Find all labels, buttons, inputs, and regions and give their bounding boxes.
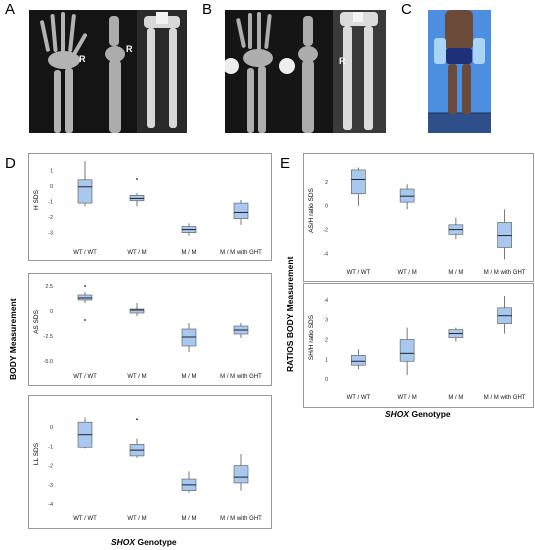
outlier-point <box>84 319 86 321</box>
d-x-axis-title-gene: SHOX <box>111 537 136 547</box>
e-x-axis-title-gene: SHOX <box>385 409 410 419</box>
y-tick-label: 1 <box>325 357 328 363</box>
y-tick-label: 3 <box>325 318 328 324</box>
plot-ll-sds: LL SDS 0 -1 -2 -3 -4 WT / WT WT / M M / M M / M w… <box>28 395 272 529</box>
y-tick-label: 4 <box>325 298 328 304</box>
x-category-label: WT / WT <box>73 374 97 380</box>
e-y-axis-title: RATIOS BODY Measurement <box>285 256 295 372</box>
y-tick-label: 0 <box>50 425 53 431</box>
x-category-label: WT / WT <box>347 270 371 276</box>
box-iqr <box>351 169 366 195</box>
y-tick-label: 2 <box>325 180 328 186</box>
x-category-label: M / M <box>182 374 197 380</box>
x-category-label: M / M with GHT <box>484 270 526 276</box>
outlier-point <box>84 285 86 287</box>
chart-ll-sds: LL SDS 0 -1 -2 -3 -4 WT / WT WT / M M / M M / M w… <box>33 417 262 522</box>
y-axis-label: AS SDS <box>33 309 40 334</box>
x-category-label: M / M <box>182 516 197 522</box>
y-tick-label: 0 <box>325 204 328 210</box>
x-category-label: M / M with GHT <box>220 250 262 256</box>
y-tick-label: 1 <box>50 168 53 174</box>
patient-photo <box>428 10 491 133</box>
y-axis-label: LL SDS <box>33 442 40 465</box>
y-tick-label: -1 <box>48 444 53 450</box>
panel-label-c: C <box>401 1 412 18</box>
box-iqr <box>233 202 249 219</box>
panel-label-b: B <box>202 1 213 18</box>
d-y-axis-title: BODY Measurement <box>8 298 18 380</box>
y-tick-label: 2.5 <box>45 284 53 290</box>
d-x-axis-title-rest: Genotype <box>135 537 177 547</box>
y-tick-label: -5.0 <box>44 359 53 365</box>
x-category-label: WT / M <box>127 516 146 522</box>
box-iqr <box>77 179 93 204</box>
plot-h-sds: H SDS 1 0 -1 -2 -3 WT / WT WT / M M / M M / M wit… <box>28 153 272 261</box>
y-tick-label: -2 <box>323 228 328 234</box>
y-tick-label: -3 <box>48 483 53 489</box>
plot-shh-ratio: SH/H ratio SDS 0 1 2 3 4 WT / WT WT / M M / M M /… <box>303 283 534 408</box>
box-iqr <box>399 339 415 362</box>
box-iqr <box>233 465 249 484</box>
box-iqr <box>129 308 145 314</box>
x-category-label: M / M <box>182 250 197 256</box>
x-category-label: WT / WT <box>347 395 371 401</box>
xray-marker-r: R <box>339 56 346 66</box>
xray-panel-a: R R <box>29 10 187 133</box>
box-iqr <box>351 355 366 366</box>
y-tick-label: 2 <box>325 337 328 343</box>
chart-ash-ratio: AS/H ratio SDS 2 0 -2 -4 WT / WT WT / M M / M M … <box>308 167 526 276</box>
panel-label-a: A <box>5 1 16 18</box>
y-tick-label: 0 <box>50 184 53 190</box>
panel-label-d: D <box>5 155 16 172</box>
e-x-axis-title: SHOX Genotype <box>385 409 451 419</box>
xray-a-image <box>29 10 187 133</box>
x-category-label: M / M with GHT <box>220 516 262 522</box>
x-category-label: WT / WT <box>73 516 97 522</box>
box-iqr <box>497 222 512 248</box>
x-category-label: WT / M <box>398 270 417 276</box>
y-tick-label: -4 <box>323 251 328 257</box>
y-tick-label: 0 <box>325 377 328 383</box>
y-tick-label: -1 <box>48 200 53 206</box>
xray-marker-r: R <box>126 44 133 54</box>
chart-h-sds: H SDS 1 0 -1 -2 -3 WT / WT WT / M M / M M / M wit… <box>33 161 262 256</box>
plot-ash-ratio: AS/H ratio SDS 2 0 -2 -4 WT / WT WT / M M / M M … <box>303 153 534 282</box>
xray-panel-b: R <box>225 10 386 133</box>
x-category-label: WT / WT <box>73 250 97 256</box>
y-axis-label: SH/H ratio SDS <box>308 314 315 360</box>
e-x-axis-title-rest: Genotype <box>409 409 451 419</box>
y-tick-label: 0 <box>50 309 53 315</box>
x-category-label: WT / M <box>127 250 146 256</box>
x-category-label: WT / M <box>398 395 417 401</box>
y-tick-label: -2.5 <box>44 334 53 340</box>
y-axis-label: H SDS <box>33 189 40 210</box>
outlier-point <box>136 418 138 421</box>
y-tick-label: -2 <box>48 215 53 221</box>
y-axis-label: AS/H ratio SDS <box>308 187 315 232</box>
x-category-label: M / M with GHT <box>220 374 262 380</box>
x-category-label: M / M with GHT <box>484 395 526 401</box>
patient-photo-image <box>428 10 491 133</box>
x-category-label: WT / M <box>127 374 146 380</box>
x-category-label: M / M <box>448 270 463 276</box>
x-category-label: M / M <box>448 395 463 401</box>
plot-as-sds: AS SDS 2.5 0 -2.5 -5.0 WT / WT WT / M M / M M / … <box>28 273 272 386</box>
panel-label-e: E <box>280 155 291 172</box>
chart-as-sds: AS SDS 2.5 0 -2.5 -5.0 WT / WT WT / M M / M M / … <box>33 284 262 380</box>
y-tick-label: -2 <box>48 464 53 470</box>
box-iqr <box>399 188 415 203</box>
y-tick-label: -3 <box>48 231 53 237</box>
xray-b-image <box>225 10 386 133</box>
chart-shh-ratio: SH/H ratio SDS 0 1 2 3 4 WT / WT WT / M M / M M /… <box>308 295 526 401</box>
xray-marker-r: R <box>79 54 86 64</box>
outlier-point <box>136 178 138 180</box>
y-tick-label: -4 <box>48 502 53 508</box>
d-x-axis-title: SHOX Genotype <box>111 537 177 547</box>
